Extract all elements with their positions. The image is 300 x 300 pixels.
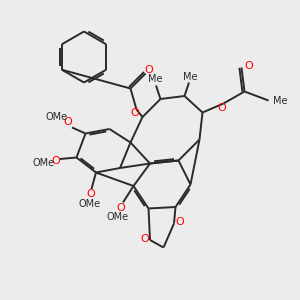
Text: O: O <box>175 217 184 227</box>
Text: Me: Me <box>183 71 197 82</box>
Text: OMe: OMe <box>78 199 100 209</box>
Text: O: O <box>218 103 226 113</box>
Text: O: O <box>116 202 125 213</box>
Text: O: O <box>140 233 149 244</box>
Text: O: O <box>130 107 140 118</box>
Text: Me: Me <box>148 74 162 85</box>
Text: O: O <box>145 65 154 75</box>
Text: O: O <box>86 189 95 199</box>
Text: OMe: OMe <box>32 158 55 169</box>
Text: O: O <box>244 61 253 71</box>
Text: Me: Me <box>273 95 287 106</box>
Text: O: O <box>52 156 61 166</box>
Text: O: O <box>64 117 73 127</box>
Text: OMe: OMe <box>107 212 129 222</box>
Text: OMe: OMe <box>46 112 68 122</box>
